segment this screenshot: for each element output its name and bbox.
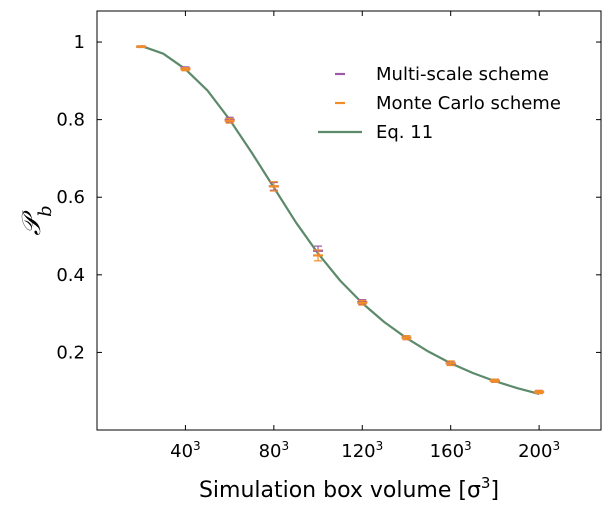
y-axis-title-text: 𝒫b <box>17 205 56 235</box>
y-tick-label: 0.8 <box>56 110 85 131</box>
eq11-curve <box>140 44 540 395</box>
series-monte-carlo <box>136 45 545 395</box>
x-tick-label: 1603 <box>430 439 472 462</box>
x-tick-label: 803 <box>259 439 290 462</box>
y-tick-label: 0.2 <box>56 342 85 363</box>
series-layer <box>136 44 545 395</box>
x-tick-label: 403 <box>170 439 201 462</box>
x-tick-label: 2003 <box>518 439 560 462</box>
legend-label: Eq. 11 <box>376 122 433 143</box>
y-tick-label: 1 <box>74 32 85 53</box>
x-tick-label: 1203 <box>341 439 383 462</box>
y-tick-label: 0.4 <box>56 265 85 286</box>
y-axis: 0.2 0.4 0.6 0.8 1 <box>56 32 601 363</box>
y-axis-title: 𝒫b <box>17 205 56 235</box>
legend-label: Monte Carlo scheme <box>376 93 561 114</box>
legend: Multi-scale scheme Monte Carlo scheme Eq. … <box>318 64 561 143</box>
x-axis-title: Simulation box volume [σ3] <box>199 474 499 503</box>
x-axis: 403 803 1203 1603 2003 <box>170 11 560 462</box>
y-tick-label: 0.6 <box>56 187 85 208</box>
legend-label: Multi-scale scheme <box>376 64 549 85</box>
plot-area <box>96 10 602 431</box>
plot-frame <box>96 10 602 431</box>
